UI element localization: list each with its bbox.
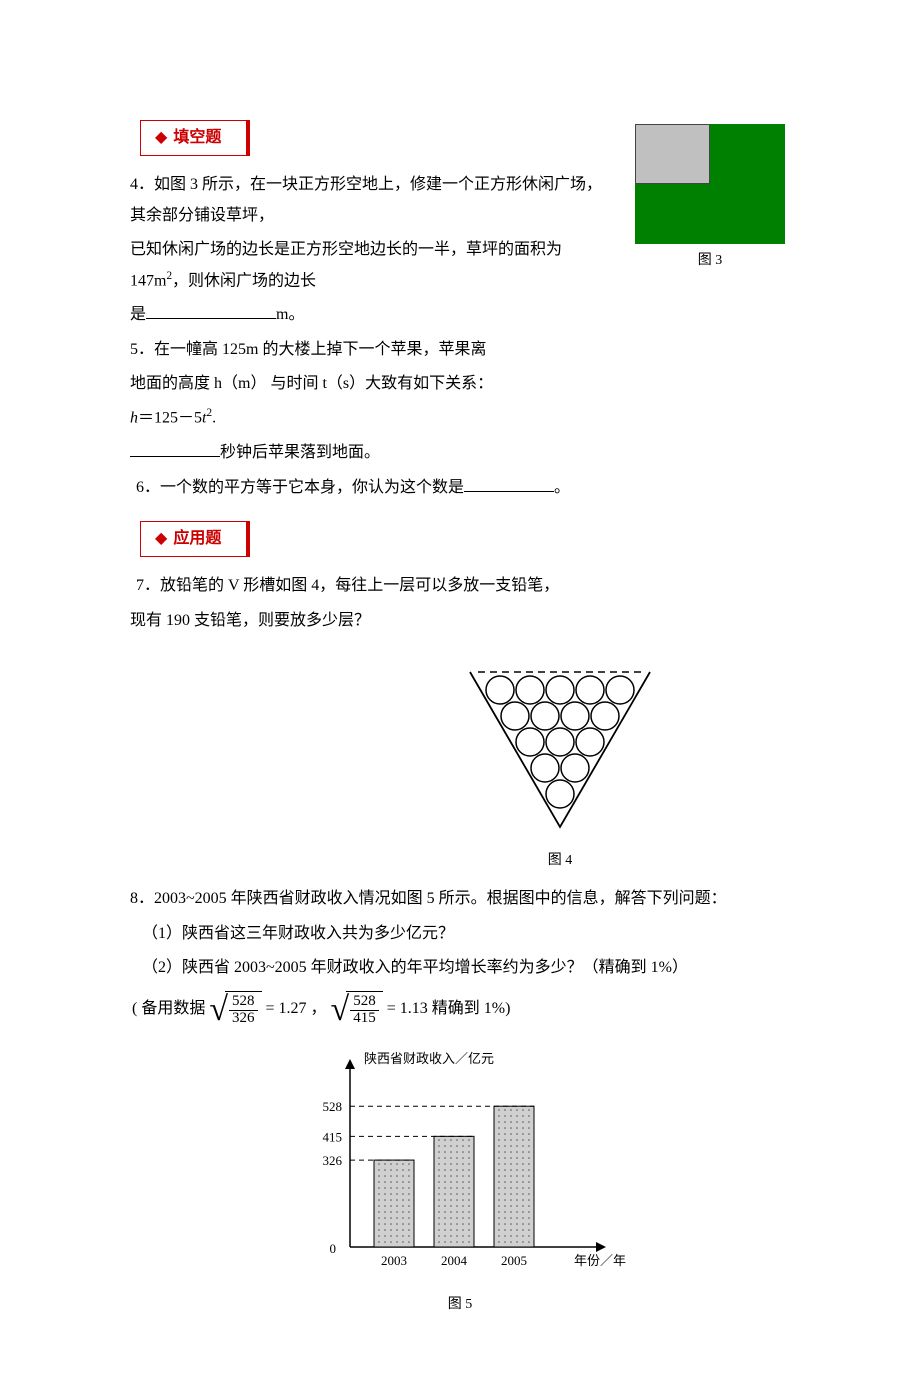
q8-val2: = 1.13 精确到 1%) [387,994,511,1024]
svg-text:2005: 2005 [501,1253,527,1268]
q5-text-1: 在一幢高 125m 的大楼上掉下一个苹果，苹果离 [154,341,486,358]
diamond-icon: ◆ [155,129,167,146]
figure-3-label: 图 3 [630,248,790,275]
frac1-d: 326 [229,1011,258,1027]
svg-text:2003: 2003 [381,1253,407,1268]
q4-line3: 是 m。 [130,300,790,330]
figure-3: 图 3 [630,124,790,275]
q5-formula: h＝125－5t2. [130,403,790,434]
frac1-n: 528 [229,994,258,1011]
q5-line2: 地面的高度 h（m） 与时间 t（s）大致有如下关系： [130,369,790,399]
section-title-app: 应用题 [173,530,221,547]
q5-text-4: 秒钟后苹果落到地面。 [220,444,380,461]
figure-4-svg [460,662,660,832]
q5-h: h [130,410,138,427]
q4-text-3a: 是 [130,306,146,323]
figure-5-svg: 陕西省财政收入／亿元年份／年 0 326 2003 415 2004 528 2005 [280,1047,640,1277]
q4-text-3b: m。 [276,306,304,323]
sqrt-1: √ 528326 [209,991,261,1027]
figure-5-label: 图 5 [130,1292,790,1319]
q6-text-a: 一个数的平方等于它本身，你认为这个数是 [160,479,464,496]
svg-text:2004: 2004 [441,1253,468,1268]
q8-backup-data: ( 备用数据 √ 528326 = 1.27 ， √ 528415 = 1.13… [132,991,790,1027]
q4-blank [146,302,276,319]
q6-blank [464,475,554,492]
q7-line1: 7．放铅笔的 V 形槽如图 4，每往上一层可以多放一支铅笔， [136,571,790,601]
svg-text:415: 415 [323,1129,343,1144]
q4-text-1: 如图 3 所示，在一块正方形空地上，修建一个正方形休闲广场，其余部分铺设草坪， [130,176,602,223]
q8-sub2: （2）陕西省 2003~2005 年财政收入的年平均增长率约为多少？（精确到 1… [142,953,790,983]
section-header-fill: ◆ 填空题 [140,120,250,156]
q8-val1: = 1.27 ， [266,994,327,1024]
figure-3-square [635,124,785,244]
q6-number: 6． [136,479,160,496]
q8-line1: 8．2003~2005 年陕西省财政收入情况如图 5 所示。根据图中的信息，解答… [130,884,790,914]
q8-sub1: （1）陕西省这三年财政收入共为多少亿元？ [142,919,790,949]
figure-5: 陕西省财政收入／亿元年份／年 0 326 2003 415 2004 528 2005 图 5 [130,1047,790,1319]
q7-line2: 现有 190 支铅笔，则要放多少层？ [130,606,790,636]
q8-number: 8． [130,890,154,907]
q5-blank [130,440,220,457]
q7-text-1: 放铅笔的 V 形槽如图 4，每往上一层可以多放一支铅笔， [160,577,559,594]
section-header-app: ◆ 应用题 [140,521,250,557]
figure-3-inner-square [635,124,710,184]
q6-text-b: 。 [554,479,570,496]
section-title-fill: 填空题 [173,129,221,146]
q6-line: 6．一个数的平方等于它本身，你认为这个数是 。 [136,473,790,503]
q4-text-2b: ，则休闲广场的边长 [172,272,316,289]
diamond-icon-2: ◆ [155,530,167,547]
q8-backup-label: ( 备用数据 [132,994,205,1024]
q5-line4: 秒钟后苹果落到地面。 [130,438,790,468]
q5-number: 5． [130,341,154,358]
q5-eq: ＝125－5 [138,410,202,427]
frac2-d: 415 [350,1011,379,1027]
q5-dot: . [212,410,216,427]
svg-text:326: 326 [323,1153,343,1168]
q8-text-1: 2003~2005 年陕西省财政收入情况如图 5 所示。根据图中的信息，解答下列… [154,890,727,907]
figure-4-label: 图 4 [330,848,790,875]
svg-text:年份／年: 年份／年 [574,1253,626,1268]
q7-number: 7． [136,577,160,594]
svg-text:528: 528 [323,1099,343,1114]
svg-text:0: 0 [330,1241,337,1256]
frac2-n: 528 [350,994,379,1011]
figure-4: 图 4 [330,662,790,874]
sqrt-2: √ 528415 [331,991,383,1027]
svg-text:陕西省财政收入／亿元: 陕西省财政收入／亿元 [364,1051,494,1066]
q5-line1: 5．在一幢高 125m 的大楼上掉下一个苹果，苹果离 [130,335,790,365]
q4-number: 4． [130,176,154,193]
